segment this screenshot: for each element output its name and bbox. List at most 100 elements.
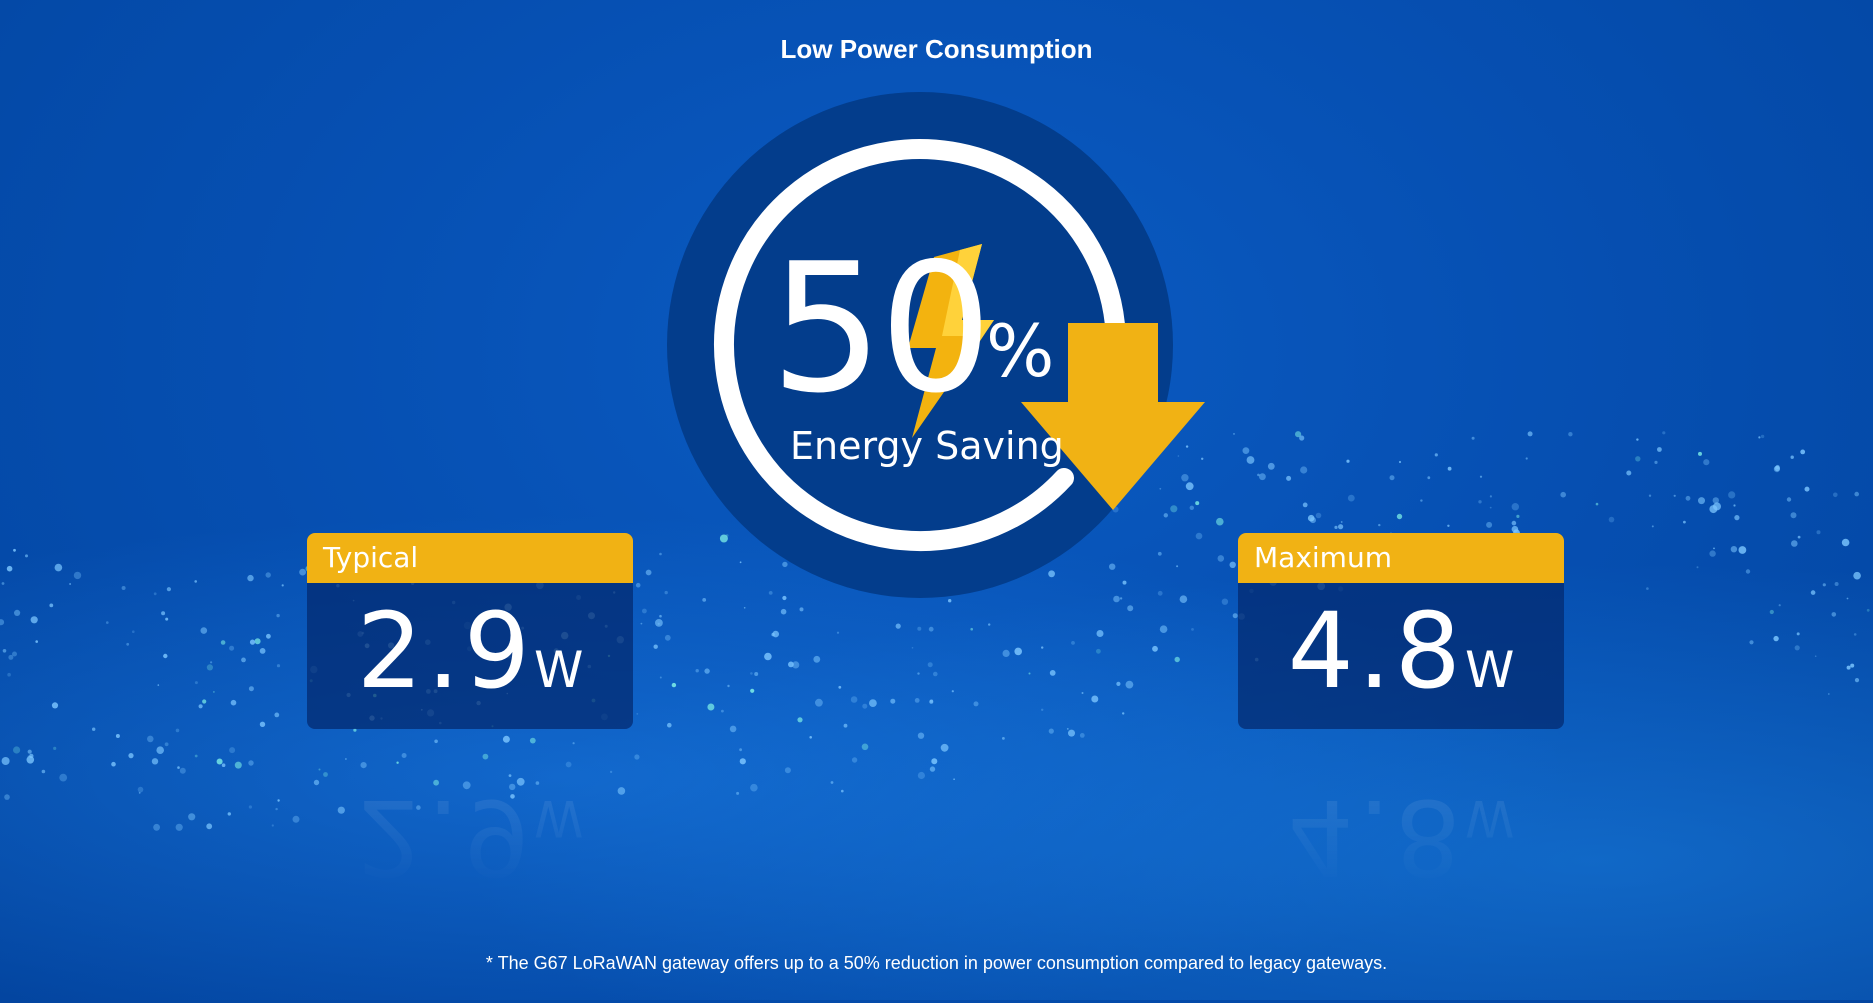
particle-dot	[1471, 436, 1475, 440]
particle-dot	[516, 777, 525, 786]
particle-dot	[729, 725, 737, 733]
particle-dot	[153, 592, 157, 596]
particle-dot	[276, 613, 280, 618]
particle-dot	[928, 626, 934, 632]
particle-dot	[1479, 475, 1483, 478]
particle-dot	[59, 773, 68, 782]
particle-dot	[782, 595, 787, 601]
particle-dot	[948, 599, 952, 603]
particle-dot	[1796, 632, 1800, 636]
particle-dot	[1841, 538, 1850, 547]
particle-dot	[797, 717, 803, 723]
particle-dot	[1657, 447, 1662, 452]
particle-dot	[275, 807, 278, 811]
particle-dot	[73, 571, 82, 580]
particle-dot	[188, 813, 196, 821]
particle-dot	[1302, 502, 1308, 508]
particle-dot	[1096, 648, 1101, 654]
particle-dot	[1797, 535, 1801, 539]
particle-dot	[210, 661, 213, 664]
particle-dot	[1683, 520, 1686, 524]
energy-saving-graphic: 50 % Energy Saving	[660, 90, 1220, 610]
particle-dot	[1041, 708, 1044, 711]
particle-dot	[1041, 646, 1044, 649]
particle-dot	[177, 766, 180, 769]
particle-dot	[1122, 712, 1125, 715]
particle-dot	[719, 534, 728, 543]
particle-dot	[813, 655, 821, 663]
particle-dot	[1447, 524, 1450, 527]
particle-dot	[1486, 521, 1493, 528]
particle-dot	[1608, 516, 1615, 523]
particle-dot	[890, 698, 896, 704]
particle-dot	[30, 616, 38, 624]
particle-dot	[940, 743, 949, 752]
particle-dot	[707, 703, 715, 711]
particle-dot	[121, 586, 126, 590]
particle-dot	[337, 806, 345, 814]
particle-dot	[6, 565, 13, 572]
particle-dot	[115, 734, 120, 738]
particle-dot	[917, 732, 925, 739]
particle-dot	[1800, 449, 1806, 455]
progress-ring	[714, 139, 1126, 552]
particle-dot	[782, 561, 788, 568]
particle-dot	[1185, 445, 1189, 448]
maximum-card-reflection: 4.8W	[1238, 735, 1564, 905]
particle-dot	[750, 672, 753, 675]
particle-dot	[1002, 737, 1005, 740]
particle-dot	[799, 607, 804, 612]
particle-dot	[1698, 497, 1705, 505]
saving-label: Energy Saving	[790, 424, 1064, 468]
particle-dot	[216, 758, 223, 765]
particle-dot	[259, 648, 266, 654]
particle-dot	[14, 609, 21, 617]
particle-dot	[1790, 512, 1797, 519]
particle-dot	[929, 766, 936, 772]
particle-dot	[1790, 455, 1794, 459]
particle-dot	[462, 781, 471, 790]
particle-dot	[416, 805, 421, 810]
particle-dot	[1307, 514, 1315, 522]
particle-dot	[163, 653, 168, 659]
particle-dot	[277, 799, 280, 802]
particle-dot	[1066, 728, 1069, 730]
particle-dot	[248, 805, 252, 809]
particle-dot	[1221, 598, 1229, 605]
particle-dot	[1049, 670, 1056, 676]
typical-power-card: Typical 2.9W	[307, 533, 633, 729]
particle-dot	[1749, 640, 1754, 645]
particle-dot	[1791, 540, 1798, 547]
particle-dot	[396, 761, 399, 764]
particle-dot	[259, 721, 266, 727]
particle-dot	[25, 554, 28, 558]
particle-dot	[106, 621, 109, 624]
particle-dot	[750, 783, 758, 792]
particle-dot	[1568, 432, 1573, 437]
particle-dot	[198, 704, 203, 709]
particle-dot	[739, 561, 742, 564]
particle-dot	[929, 699, 934, 704]
particle-dot	[1014, 647, 1022, 656]
particle-dot	[917, 626, 922, 631]
particle-dot	[721, 709, 724, 713]
particle-dot	[1048, 728, 1054, 734]
particle-dot	[510, 794, 515, 799]
particle-dot	[1185, 482, 1194, 491]
particle-dot	[1127, 605, 1134, 612]
particle-dot	[1648, 494, 1652, 497]
particle-dot	[318, 768, 321, 771]
particle-dot	[1340, 521, 1343, 523]
maximum-power-card: Maximum 4.8W	[1238, 533, 1564, 729]
particle-dot	[27, 749, 32, 754]
particle-dot	[54, 563, 63, 572]
particle-dot	[164, 742, 169, 747]
particle-dot	[861, 743, 869, 751]
particle-dot	[13, 548, 16, 552]
particle-dot	[736, 791, 740, 795]
particle-dot	[2, 649, 7, 653]
particle-dot	[1489, 495, 1492, 498]
particle-dot	[1246, 456, 1255, 464]
particle-dot	[1216, 517, 1224, 526]
particle-dot	[655, 619, 663, 627]
